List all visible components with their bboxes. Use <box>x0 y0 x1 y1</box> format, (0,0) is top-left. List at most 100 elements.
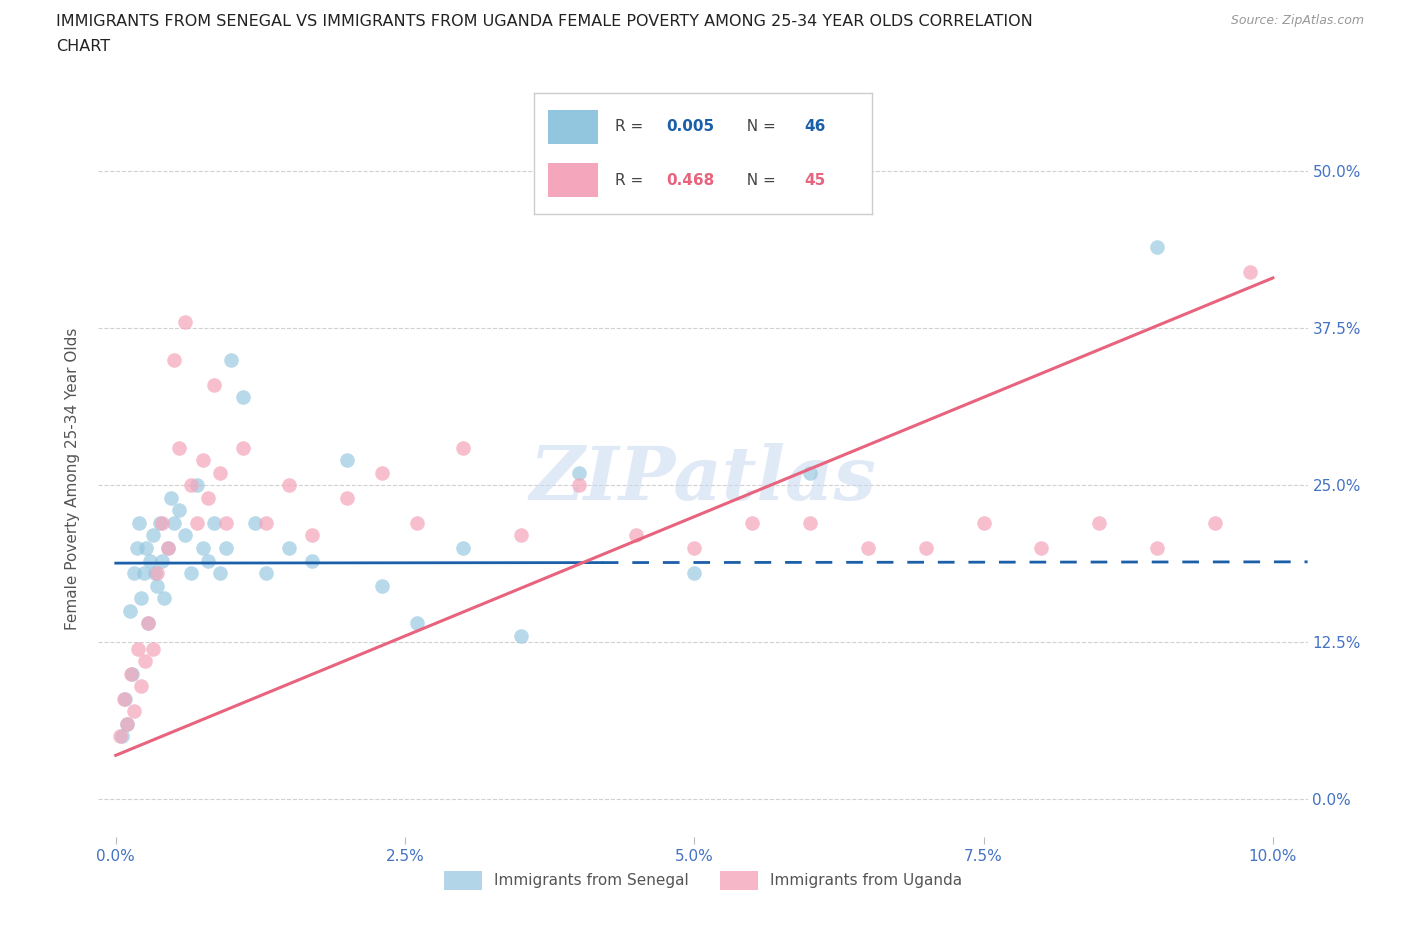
Point <box>143 565 166 580</box>
Point <box>120 666 142 681</box>
Point <box>626 528 648 543</box>
Text: 46: 46 <box>804 119 825 134</box>
Point <box>150 553 173 568</box>
Point <box>197 490 219 505</box>
Point <box>683 540 706 555</box>
Point <box>509 629 531 644</box>
Text: 45: 45 <box>804 173 825 188</box>
Point <box>186 478 208 493</box>
Point <box>142 641 165 656</box>
Text: 0.468: 0.468 <box>666 173 714 188</box>
Point <box>156 540 179 555</box>
Point <box>568 465 591 480</box>
Point <box>301 528 323 543</box>
Point <box>1088 515 1111 530</box>
Text: N =: N = <box>737 119 780 134</box>
Point <box>202 515 225 530</box>
Point <box>117 716 139 731</box>
Point <box>197 553 219 568</box>
Point <box>301 553 323 568</box>
Point <box>132 565 155 580</box>
Point <box>117 716 139 731</box>
Point <box>215 540 238 555</box>
Point <box>128 515 150 530</box>
Point <box>134 654 156 669</box>
Point <box>186 515 208 530</box>
Point <box>1146 239 1168 254</box>
Point <box>799 515 821 530</box>
Point <box>110 729 132 744</box>
Point <box>202 378 225 392</box>
Text: CHART: CHART <box>56 39 110 54</box>
Point <box>405 616 427 631</box>
Legend: Immigrants from Senegal, Immigrants from Uganda: Immigrants from Senegal, Immigrants from… <box>436 863 970 897</box>
Point <box>208 565 231 580</box>
Point <box>451 540 474 555</box>
Point <box>405 515 427 530</box>
Point <box>336 453 359 468</box>
Point <box>124 565 146 580</box>
Point <box>180 565 202 580</box>
Point <box>254 515 277 530</box>
Point <box>683 565 706 580</box>
Point <box>150 515 173 530</box>
Point <box>156 540 179 555</box>
Point <box>162 515 184 530</box>
Point <box>169 503 191 518</box>
Point <box>153 591 176 605</box>
Point <box>191 453 214 468</box>
Point <box>129 591 152 605</box>
Point <box>568 478 591 493</box>
Point <box>509 528 531 543</box>
Point <box>146 578 169 593</box>
Point <box>215 515 238 530</box>
Point <box>160 490 183 505</box>
Point <box>142 528 165 543</box>
Text: 0.005: 0.005 <box>666 119 714 134</box>
Point <box>278 478 301 493</box>
Point <box>149 515 172 530</box>
Point <box>371 465 394 480</box>
Point <box>208 465 231 480</box>
Point <box>146 565 169 580</box>
Point <box>136 616 159 631</box>
Text: R =: R = <box>616 173 648 188</box>
Point <box>112 691 135 706</box>
Point <box>135 540 157 555</box>
Point <box>278 540 301 555</box>
FancyBboxPatch shape <box>548 110 599 144</box>
Point <box>741 515 763 530</box>
Point <box>125 540 148 555</box>
Point <box>243 515 266 530</box>
Point <box>221 352 243 367</box>
Point <box>254 565 277 580</box>
Point <box>162 352 184 367</box>
Point <box>232 440 254 455</box>
Point <box>451 440 474 455</box>
Point <box>169 440 191 455</box>
Point <box>191 540 214 555</box>
Point <box>139 553 162 568</box>
Point <box>118 604 141 618</box>
Point <box>1239 264 1261 279</box>
Point <box>136 616 159 631</box>
Text: IMMIGRANTS FROM SENEGAL VS IMMIGRANTS FROM UGANDA FEMALE POVERTY AMONG 25-34 YEA: IMMIGRANTS FROM SENEGAL VS IMMIGRANTS FR… <box>56 14 1033 29</box>
Point <box>336 490 359 505</box>
Point <box>973 515 995 530</box>
FancyBboxPatch shape <box>548 163 599 197</box>
Point <box>1146 540 1168 555</box>
Y-axis label: Female Poverty Among 25-34 Year Olds: Female Poverty Among 25-34 Year Olds <box>65 327 80 631</box>
Point <box>371 578 394 593</box>
Point <box>914 540 936 555</box>
Point <box>174 314 197 329</box>
Point <box>799 465 821 480</box>
Point <box>127 641 149 656</box>
Point <box>124 704 146 719</box>
Text: Source: ZipAtlas.com: Source: ZipAtlas.com <box>1230 14 1364 27</box>
Point <box>121 666 143 681</box>
Text: N =: N = <box>737 173 780 188</box>
Point <box>1204 515 1226 530</box>
Point <box>180 478 202 493</box>
Text: ZIPatlas: ZIPatlas <box>530 443 876 515</box>
Point <box>174 528 197 543</box>
